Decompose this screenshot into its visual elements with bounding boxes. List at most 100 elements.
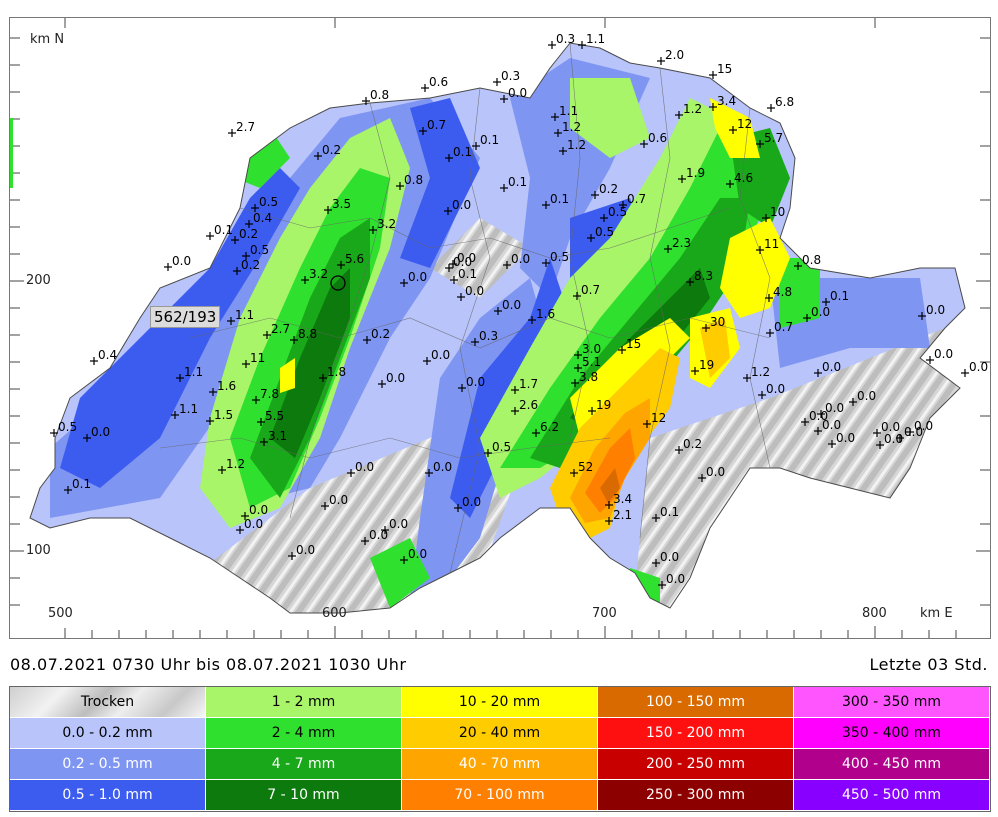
station-marker[interactable]: 6.8 [767,95,794,112]
station-marker[interactable]: 0.8 [794,253,821,270]
station-marker[interactable]: 0.0 [698,465,725,482]
station-marker[interactable]: 1.6 [528,307,555,324]
station-marker[interactable]: 0.4 [90,348,117,365]
station-marker[interactable]: 0.0 [961,360,988,377]
station-marker[interactable]: 4.8 [765,285,792,302]
station-marker[interactable]: 0.7 [573,283,600,300]
station-marker[interactable]: 0.0 [849,389,876,406]
query-point-marker[interactable] [330,275,346,291]
station-marker[interactable]: 0.0 [803,305,830,322]
station-marker[interactable]: 3.8 [571,370,598,387]
station-marker[interactable]: 2.6 [511,398,538,415]
station-marker[interactable]: 11 [242,351,265,368]
station-marker[interactable]: 0.0 [494,298,521,315]
station-marker[interactable]: 0.0 [457,284,484,301]
station-marker[interactable]: 1.7 [511,377,538,394]
station-marker[interactable]: 0.8 [362,88,389,105]
station-marker[interactable]: 0.0 [423,348,450,365]
station-marker[interactable]: 0.0 [164,254,191,271]
station-marker[interactable]: 0.0 [896,425,923,442]
station-marker[interactable]: 0.7 [766,320,793,337]
station-marker[interactable]: 0.6 [421,75,448,92]
station-marker[interactable]: 5.1 [574,355,601,372]
station-marker[interactable]: 0.0 [658,572,685,589]
station-marker[interactable]: 0.0 [400,547,427,564]
station-marker[interactable]: 0.3 [471,329,498,346]
station-marker[interactable]: 0.2 [363,327,390,344]
station-marker[interactable]: 1.6 [209,379,236,396]
station-marker[interactable]: 1.2 [554,120,581,137]
station-marker[interactable]: 7.8 [252,387,279,404]
station-marker[interactable]: 19 [588,398,611,415]
station-marker[interactable]: 0.5 [251,195,278,212]
station-marker[interactable]: 0.0 [758,382,785,399]
station-marker[interactable]: 0.0 [828,431,855,448]
station-marker[interactable]: 15 [709,62,732,79]
station-marker[interactable]: 8.3 [686,269,713,286]
station-marker[interactable]: 10 [762,205,785,222]
station-marker[interactable]: 0.1 [450,267,477,284]
station-marker[interactable]: 0.2 [675,437,702,454]
station-marker[interactable]: 0.0 [361,528,388,545]
station-marker[interactable]: 0.2 [231,227,258,244]
station-marker[interactable]: 0.0 [347,460,374,477]
station-marker[interactable]: 11 [756,237,779,254]
station-marker[interactable]: 4.6 [726,171,753,188]
station-marker[interactable]: 0.1 [472,133,499,150]
station-marker[interactable]: 5.7 [756,131,783,148]
station-marker[interactable]: 1.9 [678,166,705,183]
station-marker[interactable]: 0.7 [419,118,446,135]
station-marker[interactable]: 0.3 [493,69,520,86]
station-marker[interactable]: 15 [618,337,641,354]
station-marker[interactable]: 0.0 [873,420,900,437]
station-marker[interactable]: 12 [643,411,666,428]
station-marker[interactable]: 0.0 [458,375,485,392]
station-marker[interactable]: 0.0 [918,303,945,320]
station-marker[interactable]: 1.1 [176,365,203,382]
station-marker[interactable]: 0.0 [906,419,933,436]
station-marker[interactable]: 1.8 [319,365,346,382]
station-marker[interactable]: 1.1 [171,402,198,419]
station-marker[interactable]: 2.7 [228,120,255,137]
station-marker[interactable]: 0.7 [619,192,646,209]
station-marker[interactable]: 0.0 [449,251,476,268]
station-marker[interactable]: 52 [570,460,593,477]
station-marker[interactable]: 2.1 [605,508,632,525]
station-marker[interactable]: 2.0 [657,48,684,65]
station-marker[interactable]: 3.2 [369,217,396,234]
station-marker[interactable]: 0.5 [242,243,269,260]
station-marker[interactable]: 0.1 [652,505,679,522]
station-marker[interactable]: 1.2 [218,457,245,474]
station-marker[interactable]: 6.2 [532,420,559,437]
station-marker[interactable]: 2.7 [263,322,290,339]
station-marker[interactable]: 0.0 [652,550,679,567]
station-marker[interactable]: 1.1 [578,32,605,49]
station-marker[interactable]: 0.0 [500,86,527,103]
station-marker[interactable]: 0.0 [400,270,427,287]
station-marker[interactable]: 3.2 [301,267,328,284]
station-marker[interactable]: 0.5 [50,420,77,437]
station-marker[interactable]: 0.1 [445,145,472,162]
station-marker[interactable]: 0.3 [548,32,575,49]
station-marker[interactable]: 0.0 [321,493,348,510]
station-marker[interactable]: 0.0 [454,495,481,512]
station-marker[interactable]: 0.0 [236,517,263,534]
station-marker[interactable]: 0.0 [876,432,903,449]
station-marker[interactable]: 0.2 [591,182,618,199]
station-marker[interactable]: 0.1 [542,192,569,209]
station-marker[interactable]: 0.1 [206,223,233,240]
station-marker[interactable]: 0.2 [314,143,341,160]
station-marker[interactable]: 0.0 [83,425,110,442]
station-marker[interactable]: 0.0 [378,371,405,388]
station-marker[interactable]: 0.0 [814,418,841,435]
station-marker[interactable]: 5.6 [337,252,364,269]
station-marker[interactable]: 0.5 [542,250,569,267]
station-marker[interactable]: 0.6 [640,131,667,148]
station-marker[interactable]: 0.0 [381,517,408,534]
station-marker[interactable]: 0.0 [445,255,472,272]
station-marker[interactable]: 0.0 [288,543,315,560]
station-marker[interactable]: 0.0 [801,409,828,426]
station-marker[interactable]: 0.0 [241,503,268,520]
station-marker[interactable]: 5.5 [257,409,284,426]
station-marker[interactable]: 1.2 [559,138,586,155]
